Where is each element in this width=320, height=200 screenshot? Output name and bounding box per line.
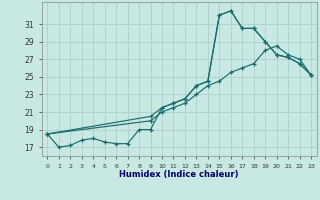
X-axis label: Humidex (Indice chaleur): Humidex (Indice chaleur): [119, 170, 239, 179]
